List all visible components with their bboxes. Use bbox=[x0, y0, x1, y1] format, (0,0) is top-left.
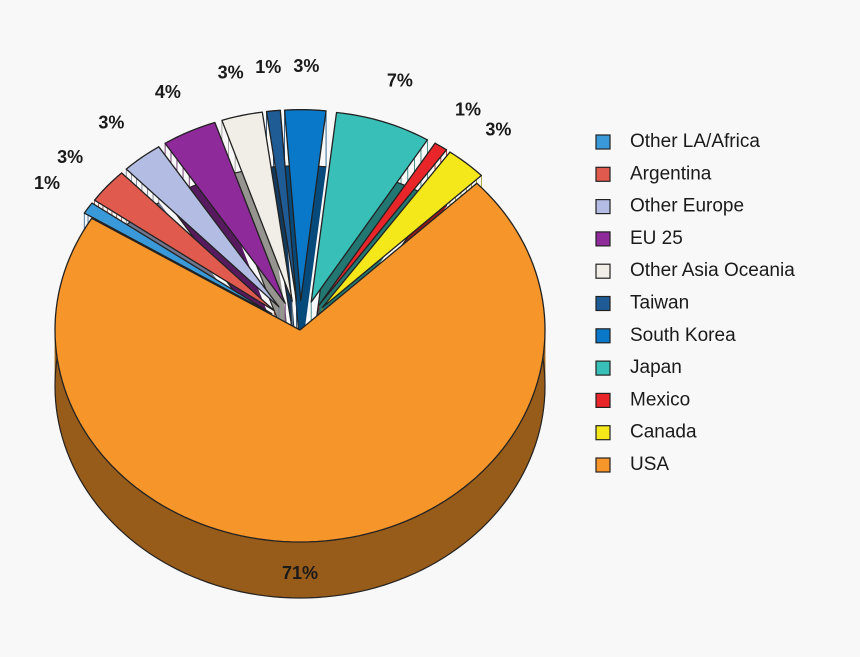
slice bbox=[164, 121, 286, 305]
legend-swatch bbox=[595, 134, 611, 150]
legend-swatch bbox=[595, 392, 611, 408]
value-label: 1% bbox=[455, 100, 481, 120]
value-label: 1% bbox=[255, 57, 281, 77]
legend-swatch bbox=[595, 263, 611, 279]
legend-swatch bbox=[595, 328, 611, 344]
legend-swatch bbox=[595, 425, 611, 441]
legend-swatch bbox=[595, 360, 611, 376]
legend-swatch bbox=[595, 199, 611, 215]
value-label: 4% bbox=[155, 82, 181, 102]
slice bbox=[265, 109, 298, 302]
slice bbox=[54, 182, 546, 543]
legend-swatch bbox=[595, 457, 611, 473]
legend-label: Argentina bbox=[630, 163, 712, 184]
slice bbox=[321, 151, 483, 309]
legend-label: Japan bbox=[630, 357, 682, 378]
legend-label: EU 25 bbox=[630, 228, 683, 249]
slice bbox=[125, 146, 280, 308]
value-label: 3% bbox=[218, 63, 244, 83]
pie bbox=[54, 108, 546, 599]
slice bbox=[318, 142, 448, 307]
slice bbox=[93, 172, 275, 312]
legend-swatch bbox=[595, 295, 611, 312]
value-label: 3% bbox=[293, 56, 319, 76]
slice bbox=[283, 108, 327, 302]
value-label: 1% bbox=[34, 173, 60, 193]
value-label: 3% bbox=[485, 120, 511, 140]
slice bbox=[221, 111, 293, 302]
legend-label: Other Europe bbox=[630, 196, 744, 217]
legend-label: South Korea bbox=[630, 325, 736, 346]
legend-label: Other Asia Oceania bbox=[630, 260, 795, 281]
legend-label: USA bbox=[630, 454, 669, 475]
value-label: 7% bbox=[387, 70, 413, 90]
slice bbox=[310, 111, 429, 303]
legend-label: Other LA/Africa bbox=[630, 131, 760, 152]
slice-side-outline bbox=[54, 238, 546, 599]
slice bbox=[83, 202, 273, 315]
legend-swatch bbox=[595, 166, 611, 182]
value-label: 3% bbox=[57, 147, 83, 167]
legend-label: Mexico bbox=[630, 389, 690, 410]
legend-swatch bbox=[595, 231, 611, 247]
legend-label: Taiwan bbox=[630, 293, 689, 314]
value-label: 3% bbox=[98, 113, 124, 133]
value-label: 71% bbox=[282, 563, 318, 583]
legend-label: Canada bbox=[630, 422, 697, 443]
